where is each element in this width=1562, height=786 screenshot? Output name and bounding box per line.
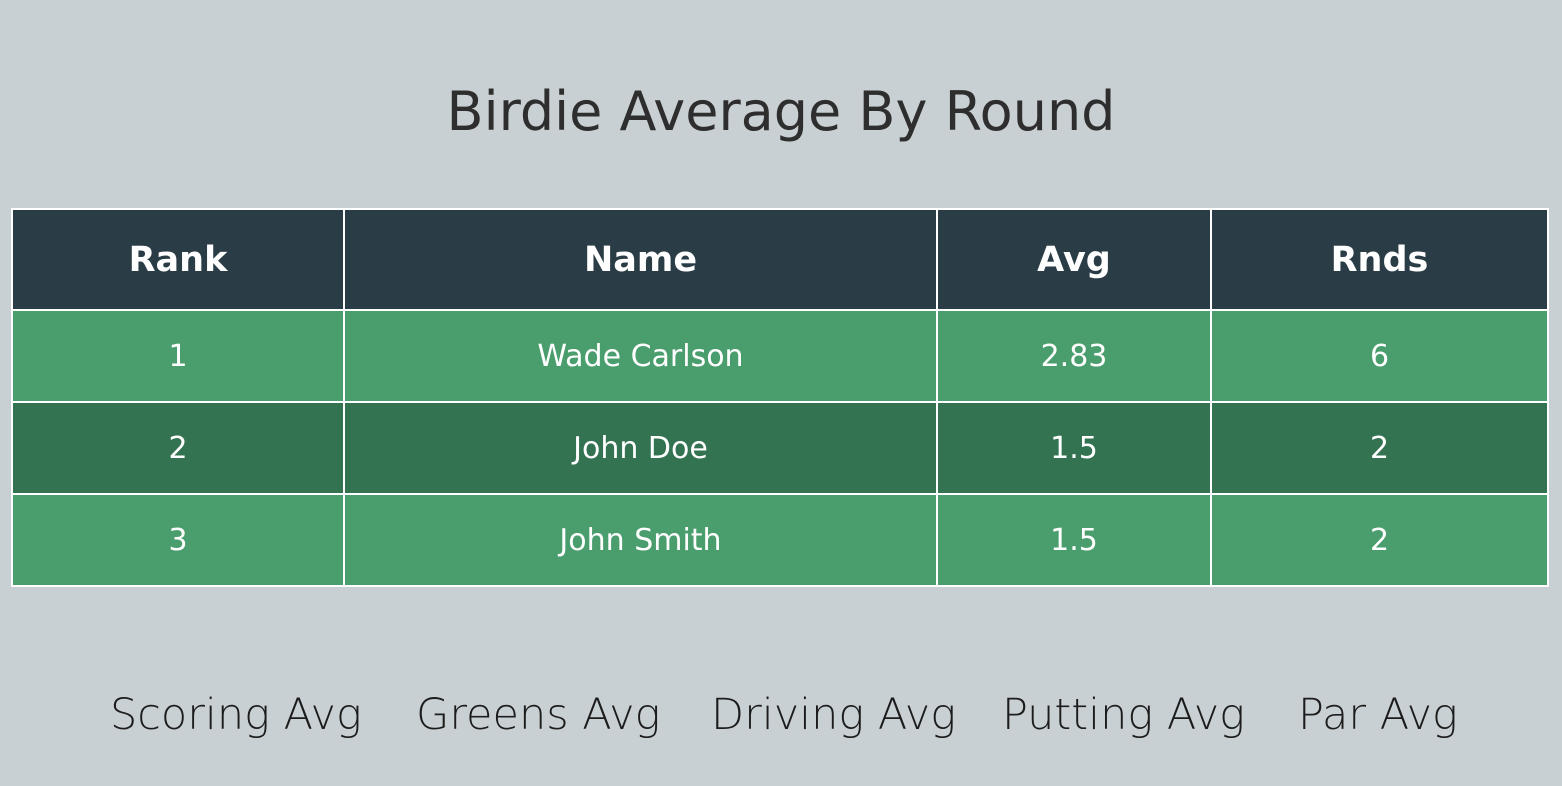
nav-link-par-avg[interactable]: Par Avg <box>1298 690 1458 740</box>
rank-cell: 3 <box>11 493 345 587</box>
rnds-cell: 2 <box>1210 401 1549 495</box>
avg-cell: 1.5 <box>936 493 1212 587</box>
avg-cell: 1.5 <box>936 401 1212 495</box>
avg-cell: 2.83 <box>936 309 1212 403</box>
column-header-avg[interactable]: Avg <box>936 208 1212 311</box>
rank-cell: 2 <box>11 401 345 495</box>
page-title: Birdie Average By Round <box>446 80 1116 143</box>
nav-link-driving-avg[interactable]: Driving Avg <box>711 690 957 740</box>
name-cell: John Smith <box>343 493 938 587</box>
leaderboard-table: Rank Name Avg Rnds 1 Wade Carlson 2.83 6… <box>11 208 1549 587</box>
nav-link-greens-avg[interactable]: Greens Avg <box>416 690 661 740</box>
name-cell: Wade Carlson <box>343 309 938 403</box>
rnds-cell: 6 <box>1210 309 1549 403</box>
rnds-cell: 2 <box>1210 493 1549 587</box>
name-cell: John Doe <box>343 401 938 495</box>
table-row: 1 Wade Carlson 2.83 6 <box>11 309 1549 403</box>
column-header-rnds[interactable]: Rnds <box>1210 208 1549 311</box>
table-row: 2 John Doe 1.5 2 <box>11 401 1549 495</box>
table-header-row: Rank Name Avg Rnds <box>11 208 1549 311</box>
column-header-rank[interactable]: Rank <box>11 208 345 311</box>
nav-link-putting-avg[interactable]: Putting Avg <box>1002 690 1245 740</box>
column-header-name[interactable]: Name <box>343 208 938 311</box>
stat-category-nav: Scoring Avg Greens Avg Driving Avg Putti… <box>0 690 1562 760</box>
table-row: 3 John Smith 1.5 2 <box>11 493 1549 587</box>
rank-cell: 1 <box>11 309 345 403</box>
nav-link-scoring-avg[interactable]: Scoring Avg <box>110 690 362 740</box>
